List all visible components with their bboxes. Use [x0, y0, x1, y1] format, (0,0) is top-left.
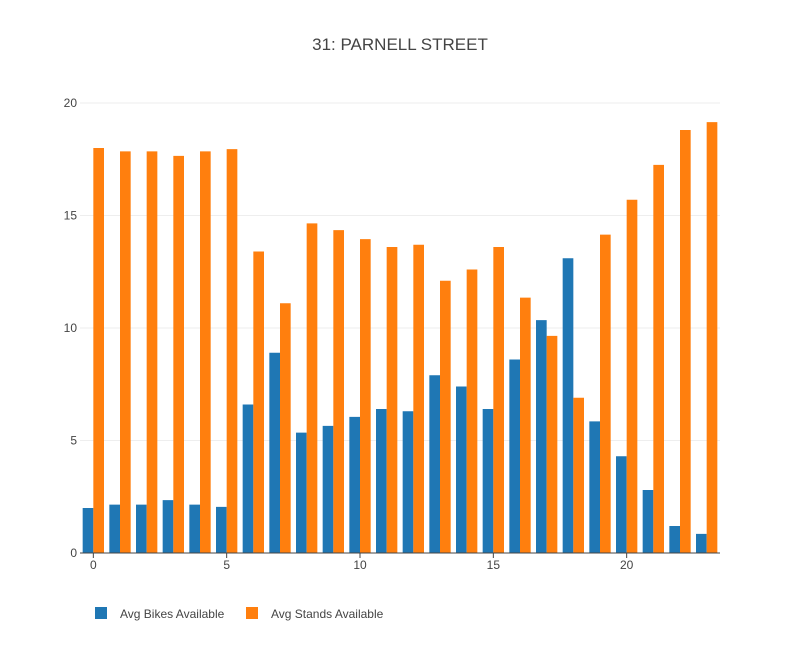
legend-swatch — [246, 607, 258, 619]
bar-stands[interactable] — [440, 280, 451, 553]
y-tick-label: 20 — [64, 96, 78, 110]
bar-bikes[interactable] — [696, 533, 707, 554]
bar-bikes[interactable] — [616, 456, 627, 553]
bar-stands[interactable] — [706, 122, 718, 553]
bar-bikes[interactable] — [402, 411, 414, 553]
bar-stands[interactable] — [413, 244, 424, 553]
bar-stands[interactable] — [626, 199, 638, 553]
bar-stands[interactable] — [280, 303, 291, 553]
bar-bikes[interactable] — [189, 504, 200, 554]
bar-bikes[interactable] — [269, 352, 280, 553]
bar-bikes[interactable] — [456, 386, 467, 554]
legend[interactable]: Avg Bikes Available Avg Stands Available — [95, 607, 384, 621]
axes: 0 5 10 15 20 0 5 10 15 20 — [64, 96, 720, 572]
bar-stands[interactable] — [653, 164, 664, 554]
bar-bikes[interactable] — [216, 506, 227, 554]
x-tick-label: 20 — [620, 558, 634, 572]
legend-label: Avg Stands Available — [271, 607, 384, 621]
x-tick-label: 5 — [223, 558, 230, 572]
bar-stands[interactable] — [173, 155, 184, 554]
bar-stands[interactable] — [386, 247, 398, 553]
bar-stands[interactable] — [573, 397, 584, 553]
bar-bikes[interactable] — [669, 526, 680, 553]
bar-stands[interactable] — [520, 297, 531, 554]
bar-bikes[interactable] — [536, 320, 547, 554]
bars — [82, 122, 718, 554]
bar-bikes[interactable] — [296, 432, 307, 554]
bar-bikes[interactable] — [162, 500, 174, 554]
bar-stands[interactable] — [333, 230, 344, 554]
bar-bikes[interactable] — [322, 425, 334, 554]
y-tick-label: 15 — [64, 209, 78, 223]
bar-bikes[interactable] — [136, 504, 147, 554]
bar-bikes[interactable] — [642, 490, 654, 553]
bar-stands[interactable] — [360, 239, 371, 554]
bar-stands[interactable] — [466, 269, 478, 554]
legend-item-stands[interactable]: Avg Stands Available — [246, 607, 384, 621]
y-tick-label: 0 — [70, 546, 77, 560]
grid-lines — [80, 102, 720, 441]
bar-bikes[interactable] — [562, 258, 574, 553]
bar-bikes[interactable] — [509, 359, 520, 554]
y-tick-label: 10 — [64, 321, 78, 335]
bar-bikes[interactable] — [109, 504, 120, 554]
bar-stands[interactable] — [146, 151, 158, 553]
y-tick-label: 5 — [70, 434, 77, 448]
chart-title: 31: PARNELL STREET — [312, 35, 488, 54]
legend-swatch — [95, 607, 107, 619]
bar-bikes[interactable] — [82, 508, 94, 553]
bar-stands[interactable] — [680, 130, 691, 553]
bar-stands[interactable] — [120, 151, 131, 553]
bar-bikes[interactable] — [242, 404, 254, 554]
x-tick-label: 10 — [353, 558, 367, 572]
bar-stands[interactable] — [306, 223, 318, 554]
bar-stands[interactable] — [226, 149, 238, 554]
bar-bikes[interactable] — [349, 416, 360, 554]
bar-bikes[interactable] — [429, 375, 440, 553]
bar-bikes[interactable] — [482, 409, 494, 553]
x-tick-label: 0 — [90, 558, 97, 572]
bar-stands[interactable] — [546, 335, 558, 554]
x-tick-label: 15 — [487, 558, 501, 572]
legend-item-bikes[interactable]: Avg Bikes Available — [95, 607, 225, 621]
bar-stands[interactable] — [493, 247, 504, 553]
bar-stands[interactable] — [600, 234, 611, 554]
bar-bikes[interactable] — [376, 409, 387, 553]
legend-label: Avg Bikes Available — [120, 607, 225, 621]
bar-stands[interactable] — [200, 151, 211, 553]
bar-stands[interactable] — [253, 251, 264, 554]
bar-bikes[interactable] — [589, 421, 600, 554]
bar-stands[interactable] — [93, 148, 104, 553]
